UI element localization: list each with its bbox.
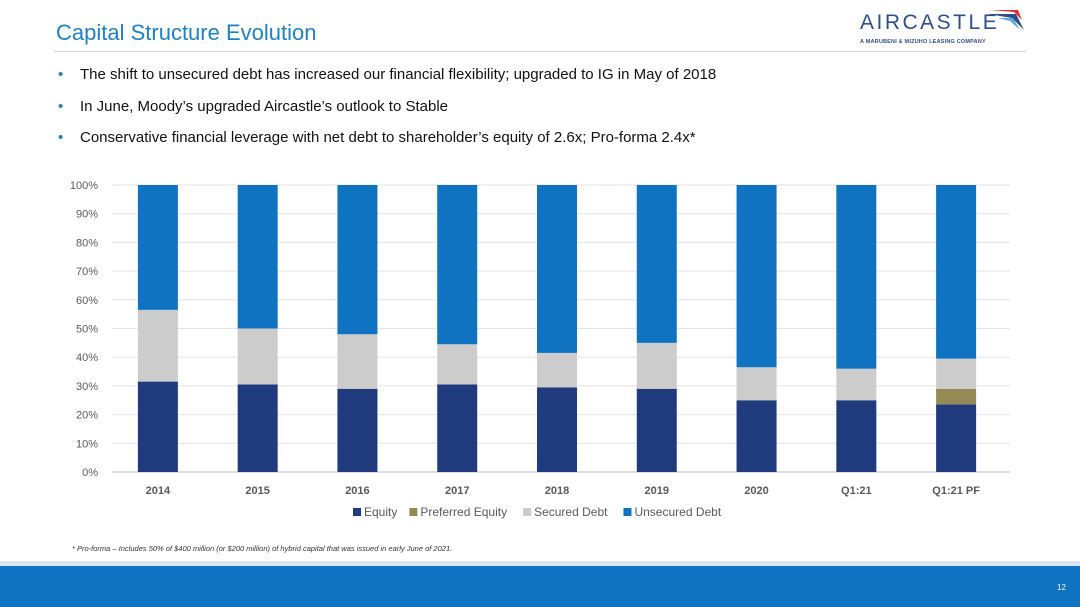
bar-segment-unsecured-debt <box>237 185 278 329</box>
x-tick-label: 2018 <box>545 485 569 497</box>
y-tick-label: 100% <box>70 180 98 192</box>
bar-segment-equity <box>636 388 677 472</box>
bar-segment-equity <box>836 400 877 472</box>
page-title: Capital Structure Evolution <box>56 20 317 45</box>
bar-segment-unsecured-debt <box>836 185 877 369</box>
bar-segment-unsecured-debt <box>537 185 577 353</box>
bar-segment-secured-debt <box>736 367 777 401</box>
bullet-item: • In June, Moody’s upgraded Aircastle’s o… <box>58 98 716 115</box>
bar-segment-unsecured-debt <box>636 185 677 343</box>
bullet-item: • Conservative financial leverage with ne… <box>58 129 716 146</box>
bullet-text: In June, Moody’s upgraded Aircastle’s ou… <box>80 97 449 115</box>
bar-segment-equity <box>337 388 378 472</box>
bar-segment-secured-debt <box>537 352 577 388</box>
bar-segment-equity <box>237 384 278 472</box>
bar-segment-secured-debt <box>636 342 677 389</box>
legend-swatch <box>523 508 532 516</box>
company-logo: AIRCASTLE A MARUBENI & MIZUHO LEASING CO… <box>858 8 1028 48</box>
x-tick-label: 2014 <box>146 485 171 497</box>
y-tick-label: 30% <box>76 381 98 393</box>
x-tick-label: 2019 <box>645 485 669 497</box>
x-tick-label: 2016 <box>345 485 369 497</box>
bar-segment-equity <box>736 400 777 472</box>
logo-tagline: A MARUBENI & MIZUHO LEASING COMPANY <box>860 39 986 45</box>
bullet-text: The shift to unsecured debt has increase… <box>80 66 717 83</box>
bar-segment-unsecured-debt <box>437 185 478 345</box>
title-divider <box>54 51 1026 52</box>
x-tick-label: 2017 <box>445 485 469 497</box>
x-tick-label: 2015 <box>245 485 269 497</box>
y-tick-label: 0% <box>82 467 98 479</box>
bar-segment-unsecured-debt <box>137 185 178 310</box>
y-tick-label: 10% <box>76 438 98 450</box>
y-tick-label: 90% <box>76 209 98 221</box>
footer-band <box>0 566 1080 607</box>
bar-segment-equity <box>137 381 178 472</box>
bar-segment-equity <box>437 384 478 472</box>
legend-label: Unsecured Debt <box>634 505 721 519</box>
legend-swatch <box>409 508 418 516</box>
bar-segment-secured-debt <box>836 368 877 401</box>
bullet-icon: • <box>58 97 64 115</box>
logo-swoosh-icon <box>988 10 1024 30</box>
legend-swatch <box>353 508 361 516</box>
bar-segment-secured-debt <box>437 344 478 385</box>
footer-stripe <box>0 561 1080 566</box>
bar-segment-secured-debt <box>337 334 378 389</box>
page-number: 12 <box>1057 583 1066 592</box>
legend-label: Equity <box>364 505 397 519</box>
x-tick-label: Q1:21 <box>841 485 872 497</box>
y-tick-label: 40% <box>76 352 98 364</box>
y-tick-label: 50% <box>76 324 98 336</box>
logo-wordmark: AIRCASTLE <box>860 11 1000 34</box>
bar-segment-secured-debt <box>237 328 278 385</box>
legend-label: Secured Debt <box>534 505 608 519</box>
bar-segment-unsecured-debt <box>337 185 378 335</box>
x-tick-label: Q1:21 PF <box>932 485 980 497</box>
y-tick-label: 20% <box>76 410 98 422</box>
bar-segment-unsecured-debt <box>936 185 977 359</box>
bar-segment-unsecured-debt <box>736 185 777 368</box>
legend-label: Preferred Equity <box>420 505 507 519</box>
bar-segment-secured-debt <box>936 358 977 389</box>
bullet-icon: • <box>58 129 64 146</box>
y-tick-label: 80% <box>76 237 98 249</box>
bar-segment-secured-debt <box>137 309 178 382</box>
y-tick-label: 70% <box>76 266 98 278</box>
bullet-icon: • <box>58 66 64 83</box>
capital-structure-chart: 0% 10% 20% 30% 40% 50% 60% 70% 80% 90% 100% 2014 20… <box>70 180 1010 519</box>
x-tick-label: 2020 <box>744 485 768 497</box>
y-tick-label: 60% <box>76 295 98 307</box>
footnote: * Pro-forma – Includes 50% of $400 milli… <box>72 544 453 553</box>
bar-segment-equity <box>537 387 577 472</box>
bullet-list: • The shift to unsecured debt has increas… <box>58 66 716 161</box>
legend-swatch <box>623 508 632 516</box>
bullet-item: • The shift to unsecured debt has increas… <box>58 66 716 83</box>
bar-segment-preferred-equity <box>936 388 977 405</box>
bullet-text: Conservative financial leverage with net… <box>80 129 696 146</box>
bar-segment-equity <box>936 404 977 472</box>
